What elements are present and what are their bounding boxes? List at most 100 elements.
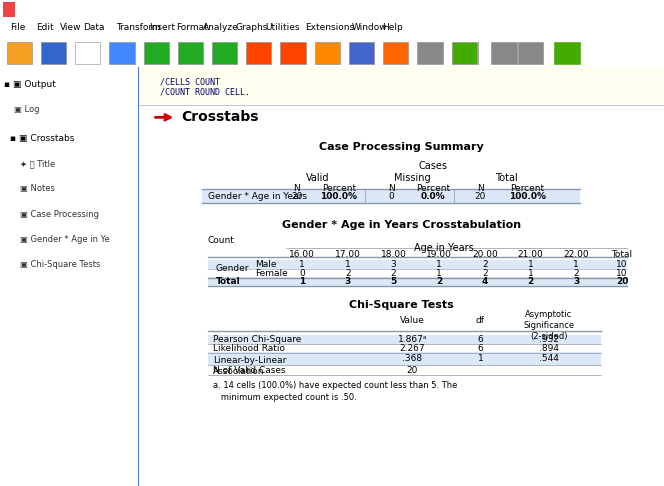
Text: 1: 1: [436, 260, 442, 269]
Text: 17.00: 17.00: [335, 250, 361, 259]
Bar: [7, 42, 32, 64]
Text: 20: 20: [406, 366, 418, 375]
Text: 3: 3: [573, 277, 580, 286]
Bar: [417, 42, 442, 64]
Text: File: File: [10, 23, 25, 32]
Text: 2: 2: [345, 269, 351, 278]
Text: Extensions: Extensions: [305, 23, 355, 32]
Text: Age in Years: Age in Years: [414, 243, 473, 253]
Text: Asymptotic
Significance
(2-sided): Asymptotic Significance (2-sided): [523, 310, 574, 341]
Text: 3: 3: [390, 260, 396, 269]
Bar: [75, 42, 100, 64]
Text: N: N: [477, 184, 484, 192]
Text: 20: 20: [616, 277, 628, 286]
Bar: [518, 42, 543, 64]
Bar: [315, 42, 340, 64]
Text: Valid: Valid: [306, 173, 329, 183]
Text: Percent: Percent: [416, 184, 450, 192]
Bar: [208, 269, 627, 278]
Bar: [3, 2, 15, 17]
Text: Gender * Age in Years: Gender * Age in Years: [208, 192, 307, 201]
Text: 2: 2: [482, 260, 488, 269]
Text: Case Processing Summary: Case Processing Summary: [319, 142, 484, 153]
Text: Pearson Chi-Square: Pearson Chi-Square: [213, 335, 301, 344]
Bar: [110, 42, 135, 64]
Bar: [554, 42, 580, 64]
Text: Percent: Percent: [511, 184, 544, 192]
Text: Missing: Missing: [394, 173, 430, 183]
Bar: [208, 260, 627, 269]
Text: 2.267: 2.267: [400, 344, 425, 353]
Text: .544: .544: [539, 354, 558, 363]
Text: 0: 0: [388, 192, 394, 201]
Bar: [143, 42, 169, 64]
Text: N: N: [388, 184, 394, 192]
Text: Graphs: Graphs: [236, 23, 268, 32]
Text: ▣ Chi-Square Tests: ▣ Chi-Square Tests: [19, 260, 100, 269]
Text: 1: 1: [477, 354, 483, 363]
Text: 1: 1: [436, 269, 442, 278]
Text: 1.867ᵃ: 1.867ᵃ: [398, 335, 427, 344]
Text: /CELLS COUNT: /CELLS COUNT: [161, 78, 220, 87]
Text: 0.0%: 0.0%: [421, 192, 446, 201]
Text: 100.0%: 100.0%: [509, 192, 546, 201]
Text: Help: Help: [382, 23, 402, 32]
Bar: [246, 42, 272, 64]
Text: 20.00: 20.00: [472, 250, 498, 259]
Text: Value: Value: [400, 316, 425, 325]
Text: 1: 1: [574, 260, 579, 269]
Text: Format: Format: [176, 23, 208, 32]
Text: 20: 20: [475, 192, 486, 201]
Text: 6: 6: [477, 335, 483, 344]
Text: Crosstabs: Crosstabs: [181, 110, 259, 124]
Text: .932: .932: [539, 335, 558, 344]
Text: *Output3 [Document3] - IBM SPSS Statistics Viewer: *Output3 [Document3] - IBM SPSS Statisti…: [20, 5, 254, 14]
Text: 1: 1: [528, 260, 533, 269]
Text: Gender: Gender: [216, 264, 249, 274]
Bar: [452, 42, 477, 64]
Bar: [349, 42, 374, 64]
Text: 2: 2: [527, 277, 534, 286]
Text: 6: 6: [477, 344, 483, 353]
Text: 1: 1: [528, 269, 533, 278]
Text: 16.00: 16.00: [289, 250, 315, 259]
Text: /COUNT ROUND CELL.: /COUNT ROUND CELL.: [161, 87, 250, 96]
Text: Cases: Cases: [419, 161, 448, 172]
Text: 20: 20: [291, 192, 303, 201]
Text: ▣ Notes: ▣ Notes: [19, 184, 54, 193]
Bar: [208, 351, 601, 365]
Bar: [208, 366, 601, 375]
Text: Total: Total: [216, 277, 240, 286]
Bar: [178, 42, 203, 64]
Text: ✦ 📄 Title: ✦ 📄 Title: [19, 159, 54, 168]
Text: ▣ Log: ▣ Log: [14, 105, 39, 114]
Text: 10: 10: [616, 269, 627, 278]
Text: Count: Count: [208, 236, 234, 245]
Text: 1: 1: [299, 277, 305, 286]
Text: Percent: Percent: [322, 184, 356, 192]
Text: Insert: Insert: [149, 23, 175, 32]
Text: 4: 4: [481, 277, 488, 286]
Text: 21.00: 21.00: [518, 250, 544, 259]
Text: 5: 5: [390, 277, 396, 286]
Text: 2: 2: [482, 269, 488, 278]
Bar: [208, 335, 601, 344]
Text: Window: Window: [352, 23, 388, 32]
Text: Female: Female: [255, 269, 288, 278]
Bar: [491, 42, 517, 64]
Bar: [208, 344, 601, 353]
Text: 0: 0: [299, 269, 305, 278]
Text: ▣ Gender * Age in Ye: ▣ Gender * Age in Ye: [19, 235, 110, 243]
Bar: [139, 67, 664, 105]
Text: a. 14 cells (100.0%) have expected count less than 5. The
   minimum expected co: a. 14 cells (100.0%) have expected count…: [213, 381, 457, 402]
Text: 2: 2: [436, 277, 442, 286]
Text: Analyze: Analyze: [203, 23, 238, 32]
Text: 1: 1: [345, 260, 351, 269]
Text: Linear-by-Linear
Association: Linear-by-Linear Association: [213, 356, 286, 376]
Bar: [41, 42, 66, 64]
Text: 1: 1: [299, 260, 305, 269]
Text: 22.00: 22.00: [564, 250, 589, 259]
Text: Total: Total: [495, 173, 518, 183]
Text: Chi-Square Tests: Chi-Square Tests: [349, 299, 454, 310]
Text: Transform: Transform: [116, 23, 161, 32]
